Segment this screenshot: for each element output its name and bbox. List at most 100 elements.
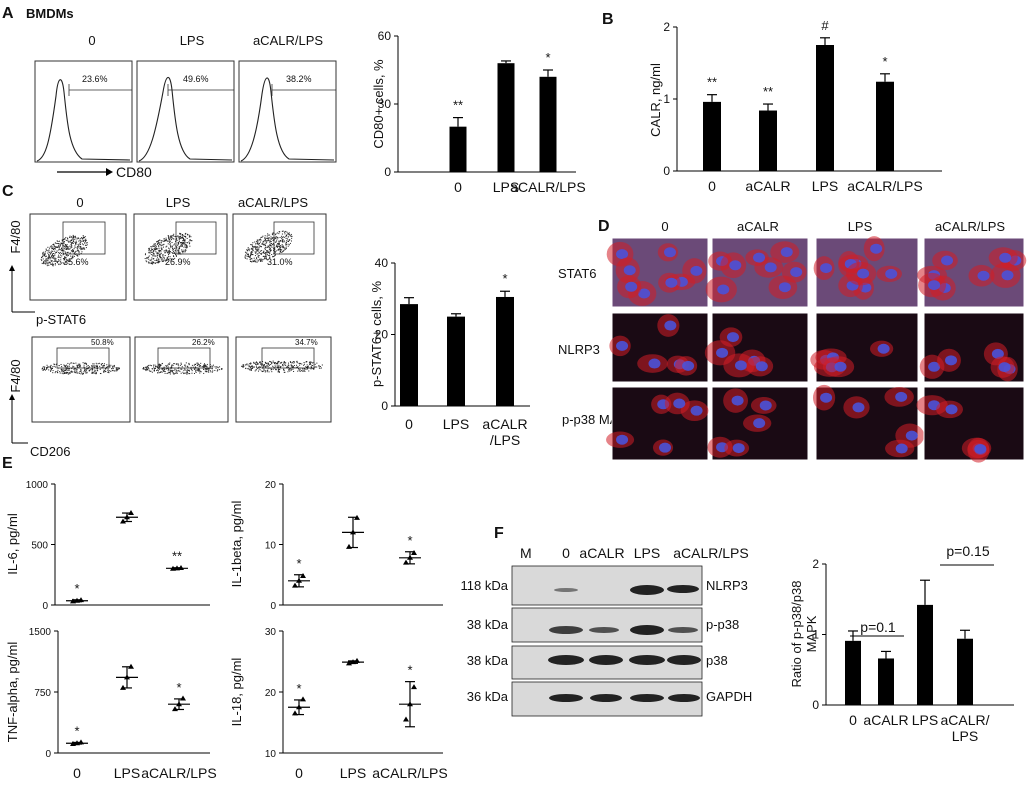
flow-dot bbox=[64, 370, 66, 372]
flow-dot bbox=[279, 366, 281, 368]
flow-dot bbox=[183, 249, 185, 251]
flow-dot bbox=[103, 363, 105, 365]
flow-dot bbox=[59, 254, 61, 256]
flow-dot bbox=[257, 243, 259, 245]
dotplot-gate bbox=[56, 347, 110, 369]
data-point bbox=[176, 701, 182, 707]
flow-dot bbox=[272, 368, 274, 370]
flow-dot bbox=[171, 365, 173, 367]
flow-dot bbox=[63, 370, 65, 372]
flow-dot bbox=[319, 366, 321, 368]
flow-dot bbox=[185, 246, 187, 248]
flow-dot bbox=[262, 259, 264, 261]
flow-dot bbox=[169, 240, 171, 242]
flow-dot bbox=[75, 372, 77, 374]
flow-dot bbox=[79, 364, 81, 366]
cell-nucleus bbox=[928, 280, 941, 291]
flow-dot bbox=[181, 237, 183, 239]
flow-dot bbox=[156, 369, 158, 371]
flow-dot bbox=[270, 367, 272, 369]
flow-dot bbox=[320, 367, 322, 369]
flow-dot bbox=[155, 255, 157, 257]
flow-dot bbox=[188, 241, 190, 243]
flow-dot bbox=[252, 366, 254, 368]
flow-dot bbox=[44, 253, 46, 255]
flow-dot bbox=[263, 366, 265, 368]
flow-dot bbox=[57, 240, 59, 242]
x-tick-label: aCALR bbox=[745, 178, 790, 194]
flow-dot bbox=[41, 262, 43, 264]
flow-dot bbox=[246, 252, 248, 254]
flow-dot bbox=[260, 246, 262, 248]
flow-dot bbox=[256, 257, 258, 259]
flow-dot bbox=[43, 260, 45, 262]
flow-dot bbox=[258, 250, 260, 252]
flow-dot bbox=[211, 365, 213, 367]
flow-dot bbox=[309, 364, 311, 366]
flow-dot bbox=[279, 246, 281, 248]
flow-dot bbox=[289, 235, 291, 237]
flow-dot bbox=[146, 257, 148, 259]
flow-dot bbox=[274, 253, 276, 255]
flow-dot bbox=[162, 260, 164, 262]
flow-dot bbox=[42, 254, 44, 256]
x-tick-label: 0 bbox=[454, 179, 462, 195]
flow-dot bbox=[175, 253, 177, 255]
flow-dot bbox=[287, 232, 289, 234]
blot-band bbox=[667, 585, 699, 593]
flow-dot bbox=[297, 366, 299, 368]
flow-dot bbox=[273, 247, 275, 249]
flow-dot bbox=[151, 249, 153, 251]
flow-dot bbox=[181, 249, 183, 251]
flow-dot bbox=[264, 239, 266, 241]
flow-dot bbox=[282, 251, 284, 253]
bar bbox=[845, 640, 861, 705]
flow-dot bbox=[314, 366, 316, 368]
flow-dot bbox=[50, 263, 52, 265]
flow-dot bbox=[78, 243, 80, 245]
flow-dot bbox=[266, 240, 268, 242]
flow-dot bbox=[250, 363, 252, 365]
flow-dot bbox=[170, 370, 172, 372]
flow-dot bbox=[58, 249, 60, 251]
x-tick-label: 0 bbox=[849, 712, 857, 728]
panel-a-flow-3: aCALR/LPS 38.2% bbox=[238, 33, 337, 163]
flow-dot bbox=[51, 367, 53, 369]
flow-dot bbox=[102, 366, 104, 368]
flow-dot bbox=[166, 240, 168, 242]
flow-dot bbox=[296, 364, 298, 366]
flow-dot bbox=[196, 369, 198, 371]
flow-dot bbox=[263, 370, 265, 372]
flow-dot bbox=[256, 241, 258, 243]
flow-dot bbox=[180, 246, 182, 248]
flow-dot bbox=[245, 367, 247, 369]
flow-dot bbox=[244, 251, 246, 253]
flow-dot bbox=[60, 250, 62, 252]
bar bbox=[497, 63, 515, 173]
flow-dot bbox=[158, 363, 160, 365]
flow-dot bbox=[162, 258, 164, 260]
flow-dot bbox=[156, 366, 158, 368]
flow-dot bbox=[54, 250, 56, 252]
flow-dot bbox=[52, 257, 54, 259]
flow-dot bbox=[52, 256, 54, 258]
flow-dot bbox=[193, 372, 195, 374]
flow-dot bbox=[154, 367, 156, 369]
y-tick-label: 40 bbox=[375, 256, 389, 270]
flow-dot bbox=[162, 254, 164, 256]
flow-dot bbox=[75, 250, 77, 252]
flow-dot bbox=[49, 255, 51, 257]
flow-dot bbox=[46, 364, 48, 366]
flow-dot bbox=[180, 242, 182, 244]
flow-dot bbox=[257, 259, 259, 261]
flow-dot bbox=[246, 253, 248, 255]
flow-dot bbox=[161, 247, 163, 249]
flow-dot bbox=[183, 369, 185, 371]
flow-dot bbox=[267, 237, 269, 239]
flow-dot bbox=[282, 238, 284, 240]
flow-dot bbox=[160, 245, 162, 247]
blot-lane-label: aCALR/LPS bbox=[673, 545, 748, 561]
flow-dot bbox=[285, 235, 287, 237]
flow-dot bbox=[196, 362, 198, 364]
